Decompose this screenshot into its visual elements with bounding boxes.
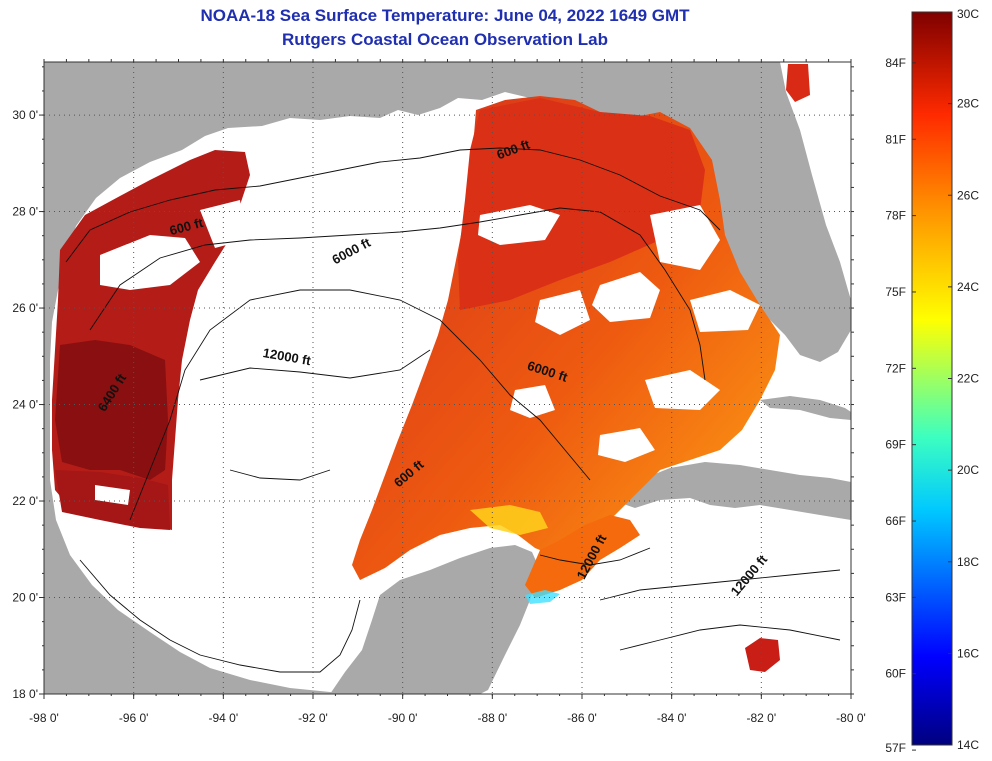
map-subtitle: Rutgers Coastal Ocean Observation Lab bbox=[282, 30, 608, 49]
colorbar-celsius-labels: 30C 28C 26C 24C 22C 20C 18C 16C 14C bbox=[948, 7, 979, 752]
bathymetry-contours bbox=[65, 147, 841, 673]
lon-tick-label: -86 0' bbox=[567, 711, 597, 725]
lon-tick-label: -90 0' bbox=[388, 711, 418, 725]
colorbar-f-label: 84F bbox=[885, 56, 906, 70]
lon-tick-label: -88 0' bbox=[478, 711, 508, 725]
sst-south-yellow bbox=[470, 505, 548, 535]
lon-tick-label: -80 0' bbox=[836, 711, 866, 725]
lat-tick-label: 18 0' bbox=[12, 687, 38, 701]
colorbar-f-label: 75F bbox=[885, 285, 906, 299]
colorbar-f-label: 57F bbox=[885, 741, 906, 755]
lat-tick-label: 26 0' bbox=[12, 301, 38, 315]
lat-tick-label: 24 0' bbox=[12, 398, 38, 412]
cloud-gaps bbox=[95, 200, 760, 505]
colorbar-c-label: 20C bbox=[957, 463, 979, 477]
sst-west-hot-core bbox=[55, 340, 168, 480]
colorbar-f-label: 69F bbox=[885, 438, 906, 452]
lat-tick-label: 28 0' bbox=[12, 205, 38, 219]
sst-ne-patch bbox=[786, 64, 810, 102]
colorbar-c-label: 18C bbox=[957, 555, 979, 569]
colorbar-c-label: 22C bbox=[957, 372, 979, 386]
mexico-land bbox=[330, 545, 540, 694]
sst-cool-band bbox=[525, 590, 560, 604]
colorbar-c-label: 16C bbox=[957, 646, 979, 660]
lon-tick-label: -82 0' bbox=[747, 711, 777, 725]
colorbar-f-label: 66F bbox=[885, 514, 906, 528]
lon-tick-label: -96 0' bbox=[119, 711, 149, 725]
sst-east-warm-core bbox=[458, 98, 705, 310]
latitude-axis: 30 0' 28 0' 26 0' 24 0' 22 0' 20 0' 18 0' bbox=[12, 66, 854, 701]
map-title: NOAA-18 Sea Surface Temperature: June 04… bbox=[200, 6, 690, 25]
colorbar-c-label: 24C bbox=[957, 280, 979, 294]
colorbar-c-label: 14C bbox=[957, 738, 979, 752]
colorbar-c-label: 26C bbox=[957, 188, 979, 202]
colorbar-f-label: 78F bbox=[885, 209, 906, 223]
florida-keys-land bbox=[760, 396, 851, 420]
north-america-land bbox=[44, 62, 851, 694]
colorbar-f-label: 72F bbox=[885, 361, 906, 375]
colorbar-f-label: 63F bbox=[885, 590, 906, 604]
sst-yucatan-strait bbox=[525, 515, 640, 598]
lon-tick-label: -92 0' bbox=[298, 711, 328, 725]
colorbar-fahrenheit-labels: 84F 81F 78F 75F 72F 69F 66F 63F 60F 57F bbox=[885, 56, 916, 755]
colorbar-f-label: 60F bbox=[885, 667, 906, 681]
lon-tick-label: -94 0' bbox=[209, 711, 239, 725]
colorbar-c-label: 28C bbox=[957, 97, 979, 111]
colorbar-f-label: 81F bbox=[885, 132, 906, 146]
lat-tick-label: 22 0' bbox=[12, 494, 38, 508]
lat-tick-label: 30 0' bbox=[12, 108, 38, 122]
sst-north-caribbean-patch bbox=[745, 638, 780, 672]
graticule bbox=[44, 62, 851, 694]
colorbar bbox=[911, 11, 953, 746]
lat-tick-label: 20 0' bbox=[12, 591, 38, 605]
longitude-axis: -98 0' -96 0' -94 0' -92 0' -90 0' -88 0' -86 … bbox=[29, 59, 866, 725]
lon-tick-label: -98 0' bbox=[29, 711, 59, 725]
colorbar-c-label: 30C bbox=[957, 7, 979, 21]
lon-tick-label: -84 0' bbox=[657, 711, 687, 725]
cuba-land bbox=[612, 462, 851, 520]
